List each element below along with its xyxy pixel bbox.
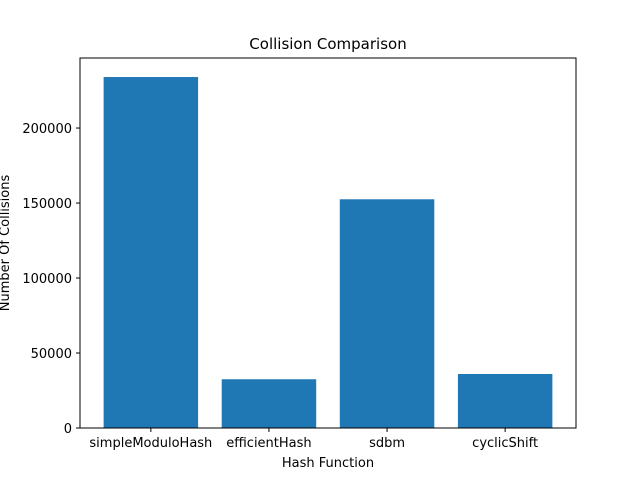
bars bbox=[103, 77, 553, 428]
bar-cyclicShift bbox=[457, 374, 553, 428]
bar-efficientHash bbox=[221, 379, 317, 428]
bar-sdbm bbox=[339, 199, 435, 428]
x-tick-label: efficientHash bbox=[226, 436, 311, 451]
y-axis-label: Number Of Collisions bbox=[0, 175, 13, 312]
x-axis-ticks: simpleModuloHash efficientHash sdbm cyclicS… bbox=[89, 428, 538, 451]
y-tick-label: 0 bbox=[64, 422, 72, 437]
chart-title: Collision Comparison bbox=[249, 35, 406, 53]
bar-simpleModuloHash bbox=[103, 77, 199, 428]
y-tick-label: 200000 bbox=[22, 122, 72, 137]
x-axis-label: Hash Function bbox=[282, 456, 374, 471]
y-tick-label: 150000 bbox=[22, 197, 72, 212]
plot-frame bbox=[79, 57, 577, 429]
y-tick-label: 100000 bbox=[22, 272, 72, 287]
x-tick-label: sdbm bbox=[369, 436, 405, 451]
x-tick-label: simpleModuloHash bbox=[89, 436, 212, 451]
x-tick-label: cyclicShift bbox=[472, 436, 538, 451]
y-tick-label: 50000 bbox=[31, 347, 72, 362]
y-axis-ticks: 0 50000 100000 150000 200000 bbox=[22, 122, 80, 437]
